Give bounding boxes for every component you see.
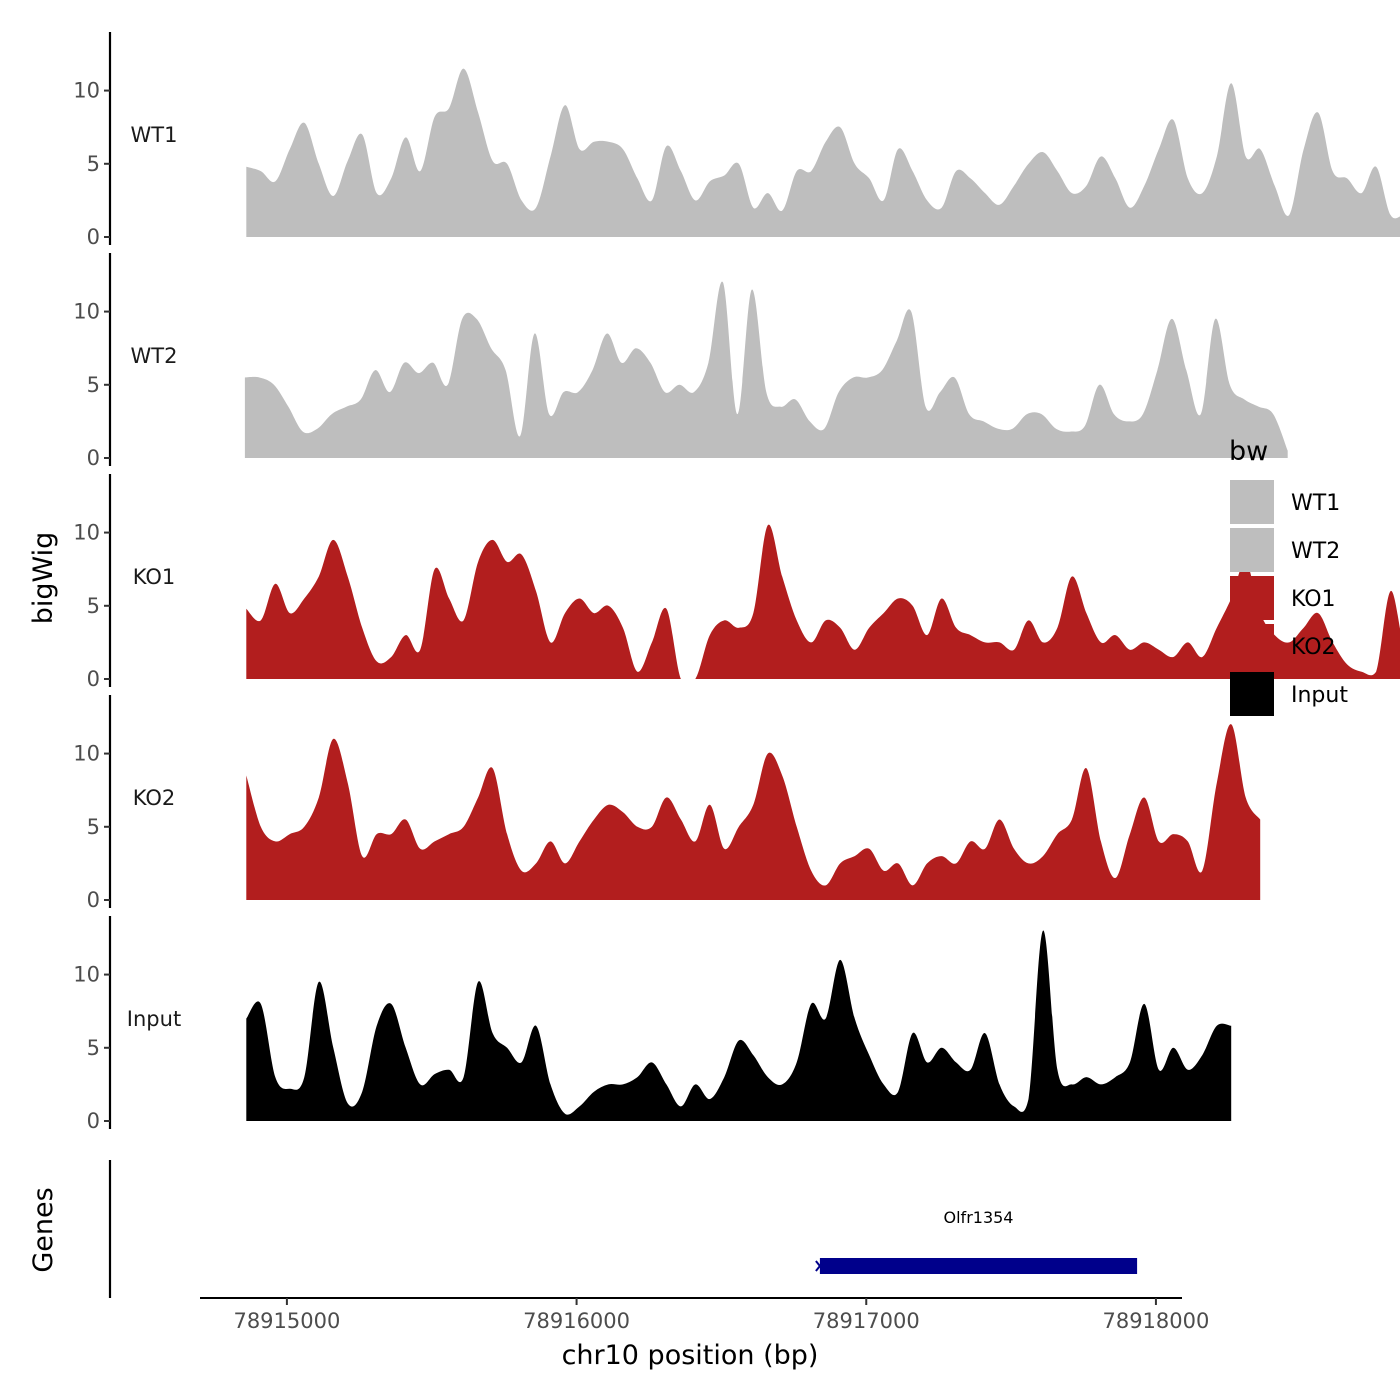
gene-track: Olfr1354 (108, 1160, 1138, 1298)
y-tick-label: 10 (73, 521, 100, 545)
legend-label-input: Input (1291, 683, 1348, 708)
track-input: 0 5 10 Input (73, 916, 1232, 1133)
y-tick-label: 10 (73, 742, 100, 766)
y-tick-label: 0 (87, 1109, 100, 1133)
x-tick-label: 78918000 (1102, 1309, 1209, 1333)
y-tick-label: 5 (87, 594, 100, 618)
legend-key-ko1 (1230, 576, 1274, 620)
x-tick-label: 78915000 (233, 1309, 340, 1333)
legend-key-wt2 (1230, 528, 1274, 572)
track-ko1: 0 5 10 KO1 (73, 474, 1400, 691)
legend-label-wt1: WT1 (1291, 491, 1340, 516)
y-tick-label: 0 (87, 446, 100, 470)
area-ko1 (246, 524, 1400, 679)
y-tick-label: 0 (87, 888, 100, 912)
track-label-wt2: WT2 (131, 344, 178, 368)
x-tick-label: 78917000 (813, 1309, 920, 1333)
y-axis-title: bigWig (28, 532, 59, 625)
legend-key-input (1230, 672, 1274, 716)
legend-key-wt1 (1230, 480, 1274, 524)
y-tick-label: 10 (73, 963, 100, 987)
track-label-input: Input (127, 1007, 181, 1031)
track-label-ko2: KO2 (133, 786, 176, 810)
area-ko2 (246, 724, 1261, 900)
area-input (246, 930, 1232, 1121)
legend-label-ko2: KO2 (1291, 635, 1336, 660)
legend-label-ko1: KO1 (1291, 587, 1336, 612)
gene-body-olfr1354 (819, 1258, 1138, 1274)
area-wt1 (246, 68, 1400, 237)
y-tick-label: 5 (87, 1036, 100, 1060)
x-tick-label: 78916000 (523, 1309, 630, 1333)
track-ko2: 0 5 10 KO2 (73, 695, 1261, 912)
y-tick-label: 10 (73, 79, 100, 103)
area-wt2 (244, 281, 1288, 458)
gene-label-olfr1354: Olfr1354 (944, 1208, 1014, 1227)
track-label-wt1: WT1 (131, 123, 178, 147)
strand-marker-icon (815, 1260, 825, 1272)
legend-key-ko2 (1230, 624, 1274, 668)
y-tick-label: 10 (73, 300, 100, 324)
tracks: 0 5 10 WT1 0 5 10 WT2 0 5 10 KO1 0 5 10 KO2 0 5 10 Input (73, 32, 1400, 1133)
y-tick-label: 0 (87, 667, 100, 691)
x-axis-title: chr10 position (bp) (562, 1340, 819, 1371)
y-tick-label: 5 (87, 373, 100, 397)
y-tick-label: 0 (87, 225, 100, 249)
y-tick-label: 5 (87, 815, 100, 839)
track-label-ko1: KO1 (133, 565, 176, 589)
track-wt1: 0 5 10 WT1 (73, 32, 1400, 249)
legend-title: bw (1229, 436, 1268, 467)
legend: bw WT1 WT2 KO1 KO2 Input (1229, 436, 1348, 716)
legend-label-wt2: WT2 (1291, 539, 1340, 564)
genes-axis-title: Genes (28, 1187, 59, 1272)
track-wt2: 0 5 10 WT2 (73, 253, 1288, 470)
x-axis: 78915000 78916000 78917000 78918000 (200, 1297, 1209, 1333)
y-tick-label: 5 (87, 152, 100, 176)
